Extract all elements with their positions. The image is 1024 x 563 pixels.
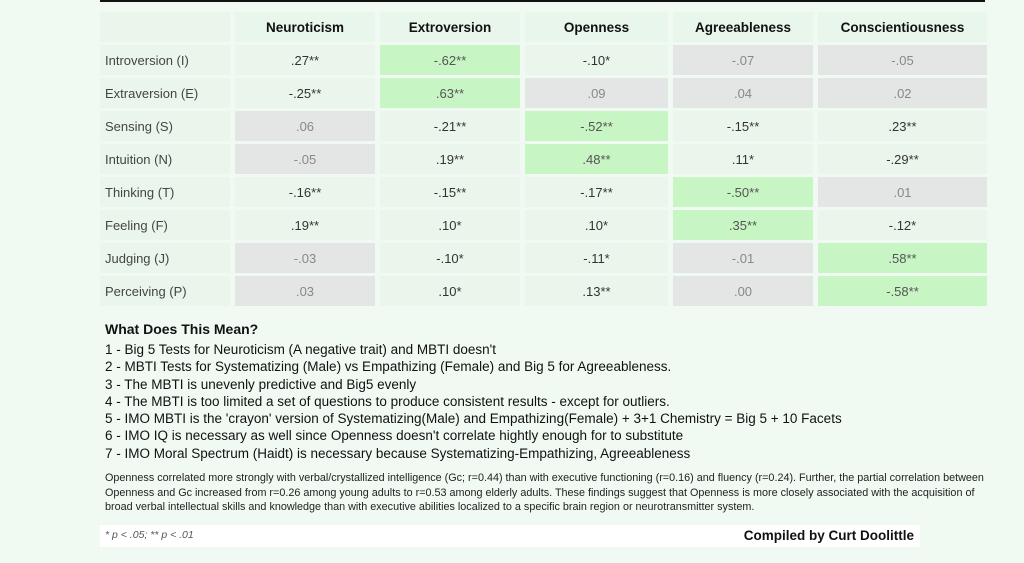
correlation-cell: -.10* <box>380 243 520 273</box>
col-header: Openness <box>525 12 668 42</box>
table-row: Intuition (N) -.05.19** .48** .11* -.29** <box>100 144 987 174</box>
correlation-cell: -.10* <box>525 45 668 75</box>
correlation-cell: -.21** <box>380 111 520 141</box>
col-header: Agreeableness <box>673 12 813 42</box>
table-row: Extraversion (E) -.25** .63** .09.04.02 <box>100 78 987 108</box>
correlation-cell: .13** <box>525 276 668 306</box>
footer: * p < .05; ** p < .01 Compiled by Curt D… <box>100 525 920 547</box>
correlation-cell: .11* <box>673 144 813 174</box>
correlation-cell: -.62** <box>380 45 520 75</box>
correlation-cell: -.15** <box>380 177 520 207</box>
correlation-cell: .03 <box>235 276 375 306</box>
correlation-cell: -.17** <box>525 177 668 207</box>
correlation-cell: .63** <box>380 78 520 108</box>
table-row: Thinking (T) -.16** -.15** -.17** -.50** .01 <box>100 177 987 207</box>
correlation-cell: -.07 <box>673 45 813 75</box>
correlation-cell: -.29** <box>818 144 987 174</box>
meaning-title: What Does This Mean? <box>105 321 259 337</box>
row-label: Judging (J) <box>100 243 230 273</box>
correlation-cell: -.25** <box>235 78 375 108</box>
correlation-cell: -.16** <box>235 177 375 207</box>
row-label: Perceiving (P) <box>100 276 230 306</box>
correlation-cell: .19** <box>380 144 520 174</box>
header-row: Neuroticism Extroversion Openness Agreea… <box>100 12 987 42</box>
correlation-cell: .23** <box>818 111 987 141</box>
correlation-cell: .48** <box>525 144 668 174</box>
meaning-point: 2 - MBTI Tests for Systematizing (Male) … <box>105 359 672 375</box>
correlation-cell: -.58** <box>818 276 987 306</box>
table-row: Judging (J) -.03 -.10* -.11* -.01.58** <box>100 243 987 273</box>
correlation-cell: -.15** <box>673 111 813 141</box>
correlation-cell: .10* <box>525 210 668 240</box>
correlation-cell: .02 <box>818 78 987 108</box>
correlation-cell: .00 <box>673 276 813 306</box>
correlation-table: Neuroticism Extroversion Openness Agreea… <box>95 9 992 309</box>
correlation-cell: -.05 <box>235 144 375 174</box>
meaning-point: 5 - IMO MBTI is the 'crayon' version of … <box>105 411 842 427</box>
meaning-point: 6 - IMO IQ is necessary as well since Op… <box>105 428 684 444</box>
table-row: Perceiving (P) .03.10* .13** .00 -.58** <box>100 276 987 306</box>
table-row: Sensing (S) .06 -.21** -.52** -.15** .23** <box>100 111 987 141</box>
row-label: Feeling (F) <box>100 210 230 240</box>
correlation-cell: -.05 <box>818 45 987 75</box>
col-header: Extroversion <box>380 12 520 42</box>
summary-paragraph: Openness correlated more strongly with v… <box>105 472 984 513</box>
correlation-cell: -.12* <box>818 210 987 240</box>
correlation-cell: -.11* <box>525 243 668 273</box>
correlation-cell: .01 <box>818 177 987 207</box>
row-label: Introversion (I) <box>100 45 230 75</box>
meaning-list: 1 - Big 5 Tests for Neuroticism (A negat… <box>105 341 842 462</box>
table-row: Introversion (I) .27** -.62** -.10* -.07 -.05 <box>100 45 987 75</box>
correlation-cell: -.52** <box>525 111 668 141</box>
correlation-cell: .10* <box>380 276 520 306</box>
top-rule <box>100 0 985 2</box>
meaning-point: 7 - IMO Moral Spectrum (Haidt) is necess… <box>105 445 691 461</box>
correlation-cell: .10* <box>380 210 520 240</box>
correlation-cell: -.03 <box>235 243 375 273</box>
row-label: Sensing (S) <box>100 111 230 141</box>
table-row: Feeling (F) .19** .10* .10* .35** -.12* <box>100 210 987 240</box>
meaning-point: 4 - The MBTI is too limited a set of que… <box>105 393 670 409</box>
row-label: Thinking (T) <box>100 177 230 207</box>
correlation-cell: .06 <box>235 111 375 141</box>
row-label: Intuition (N) <box>100 144 230 174</box>
credit: Compiled by Curt Doolittle <box>743 528 914 543</box>
correlation-cell: .58** <box>818 243 987 273</box>
meaning-point: 1 - Big 5 Tests for Neuroticism (A negat… <box>105 342 496 357</box>
correlation-cell: .19** <box>235 210 375 240</box>
significance-note: * p < .05; ** p < .01 <box>105 529 194 541</box>
correlation-cell: -.50** <box>673 177 813 207</box>
meaning-point: 3 - The MBTI is unevenly predictive and … <box>105 376 417 392</box>
row-label: Extraversion (E) <box>100 78 230 108</box>
correlation-cell: -.01 <box>673 243 813 273</box>
col-header: Neuroticism <box>235 12 375 42</box>
col-header: Conscientiousness <box>818 12 987 42</box>
correlation-cell: .27** <box>235 45 375 75</box>
correlation-cell: .09 <box>525 78 668 108</box>
correlation-cell: .04 <box>673 78 813 108</box>
corner-cell <box>100 12 230 42</box>
correlation-cell: .35** <box>673 210 813 240</box>
